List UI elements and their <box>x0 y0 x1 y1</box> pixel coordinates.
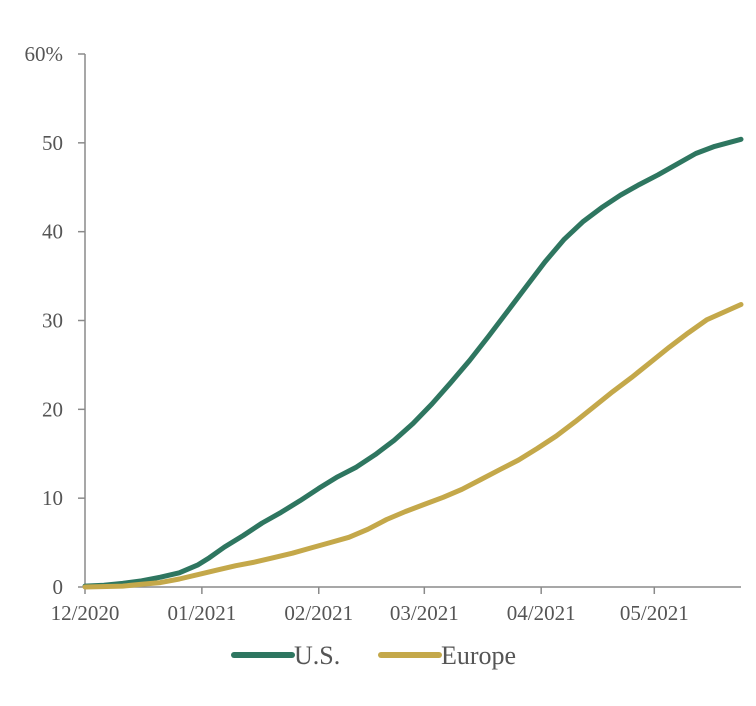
y-tick-label: 40 <box>42 220 63 244</box>
legend-item: U.S. <box>231 641 340 670</box>
x-tick-label: 02/2021 <box>284 601 353 625</box>
y-axis: 0 10 20 30 40 50 60% <box>25 42 86 599</box>
series-line-europe <box>82 302 744 590</box>
y-tick-label: 10 <box>42 486 63 510</box>
series-line-u-s <box>82 136 744 589</box>
x-tick-label: 04/2021 <box>507 601 576 625</box>
y-tick-label: 0 <box>53 575 64 599</box>
x-tick-label: 05/2021 <box>620 601 689 625</box>
x-axis: 12/2020 01/2021 02/2021 03/2021 04/2021 05/20… <box>51 586 741 625</box>
y-tick-label: 60% <box>25 42 64 66</box>
legend: U.S. Europe <box>231 641 516 670</box>
legend-label: U.S. <box>294 641 340 670</box>
series-layer <box>82 136 744 590</box>
y-tick-label: 50 <box>42 131 63 155</box>
x-tick-label: 01/2021 <box>167 601 236 625</box>
legend-item: Europe <box>378 641 516 670</box>
legend-label: Europe <box>441 641 516 670</box>
x-tick-label: 12/2020 <box>51 601 120 625</box>
x-tick-label: 03/2021 <box>390 601 459 625</box>
y-tick-label: 30 <box>42 309 63 333</box>
y-tick-label: 20 <box>42 397 63 421</box>
